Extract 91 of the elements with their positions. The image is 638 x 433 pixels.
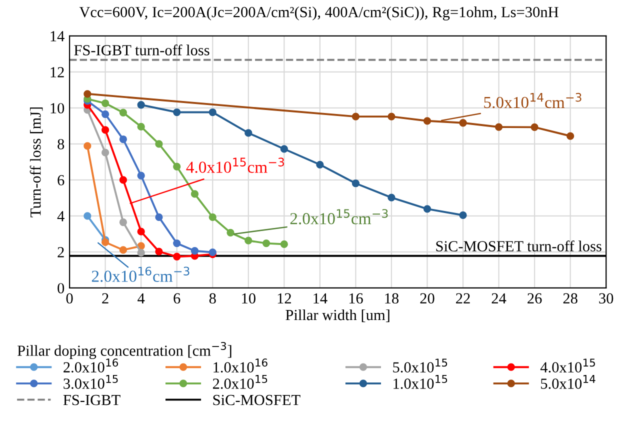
point: [101, 110, 110, 118]
legend-label: FS-IGBT: [63, 394, 120, 406]
annotation: 2.0x10$^{16}$cm$^{−3}$: [92, 266, 190, 282]
x-tick-label: 22: [456, 293, 470, 304]
point: [101, 99, 110, 108]
x-axis-title: Pillar width [um]: [286, 309, 390, 322]
point: [173, 108, 181, 116]
point: [173, 252, 181, 260]
point: [566, 132, 574, 140]
x-tick-label: 12: [278, 293, 291, 304]
point: [137, 248, 145, 256]
x-tick-label: 30: [599, 293, 614, 304]
x-tick-label: 10: [242, 293, 256, 304]
y-tick-label: 14: [50, 31, 64, 42]
point: [459, 211, 467, 220]
x-tick-label: 20: [420, 293, 434, 304]
point: [316, 160, 324, 168]
point: [84, 142, 92, 150]
y-tick-label: 12: [50, 67, 64, 78]
point: [190, 190, 199, 198]
point: [173, 239, 181, 248]
point: [226, 228, 234, 237]
legend-label: 4.0x10$^{15}$: [540, 358, 595, 373]
point: [119, 108, 128, 116]
point: [190, 247, 199, 255]
legend-title: Pillar doping concentration [cm$^{−3}$]: [18, 342, 232, 360]
point: [101, 238, 110, 246]
point: [530, 123, 538, 132]
point: [155, 248, 163, 256]
point: [119, 176, 128, 184]
legend-label: 5.0x10$^{15}$: [393, 358, 448, 373]
y-tick-label: 4: [57, 211, 64, 222]
legend-label: 1.0x10$^{16}$: [214, 358, 268, 373]
x-tick-label: 14: [314, 293, 328, 304]
point: [173, 162, 181, 170]
x-tick-label: 28: [563, 293, 578, 304]
point: [280, 145, 288, 153]
point: [423, 205, 432, 213]
x-tick-label: 24: [492, 293, 506, 304]
point: [459, 119, 467, 127]
x-tick-label: 8: [209, 293, 216, 304]
y-tick-label: 2: [58, 247, 64, 258]
point: [137, 101, 145, 109]
x-tick-label: 0: [66, 293, 73, 304]
annotation: 4.0x10$^{15}$cm$^{−3}$: [186, 158, 284, 173]
point: [352, 180, 360, 188]
point: [137, 122, 145, 130]
point: [244, 129, 252, 137]
y-tick-label: 6: [58, 175, 64, 186]
x-tick-label: 18: [385, 293, 399, 304]
annotation: FS-IGBT turn-off loss: [74, 44, 210, 56]
legend-label: 1.0x10$^{15}$: [394, 375, 448, 389]
point: [280, 240, 288, 248]
point: [84, 212, 92, 220]
chart-title: Vcc=600V, Ic=200A(Jc=200A/cm²(Si), 400A/cm²(SiC)), Rg=1ohm, Ls=30nH: [79, 6, 558, 20]
point: [137, 172, 145, 180]
annotation: 5.0x10$^{14}$cm$^{−3}$: [484, 92, 582, 108]
point: [119, 218, 128, 226]
point: [137, 228, 145, 236]
y-tick-label: 10: [50, 103, 64, 114]
point: [119, 246, 128, 254]
x-tick-label: 16: [349, 293, 363, 304]
x-tick-label: 2: [102, 293, 108, 304]
point: [388, 194, 396, 202]
annotation: SiC-MOSFET turn-off loss: [436, 240, 602, 252]
legend-label: 5.0x10$^{14}$: [541, 375, 596, 389]
legend-label: 2.0x10$^{15}$: [212, 375, 268, 389]
x-tick-label: 6: [174, 293, 180, 304]
legend-label: 3.0x10$^{15}$: [64, 375, 118, 389]
point: [101, 126, 110, 134]
point: [352, 112, 360, 120]
annotation: 2.0x10$^{15}$cm$^{−3}$: [290, 209, 388, 224]
legend-label: SiC-MOSFET: [213, 394, 300, 406]
point: [494, 123, 503, 131]
point: [208, 108, 216, 116]
point: [119, 135, 128, 144]
point: [155, 140, 163, 148]
legend-label: 2.0x10$^{16}$: [64, 358, 118, 373]
point: [423, 117, 432, 125]
point: [388, 112, 396, 120]
x-tick-label: 4: [138, 293, 145, 304]
point: [208, 213, 216, 222]
point: [101, 148, 110, 156]
point: [84, 90, 92, 98]
y-tick-label: 8: [58, 139, 64, 150]
point: [262, 239, 270, 248]
point: [155, 213, 163, 222]
x-tick-label: 26: [528, 293, 542, 304]
y-axis-title: Turn-off loss [mJ]: [30, 107, 43, 218]
y-tick-label: 0: [58, 283, 64, 294]
point: [244, 236, 252, 244]
